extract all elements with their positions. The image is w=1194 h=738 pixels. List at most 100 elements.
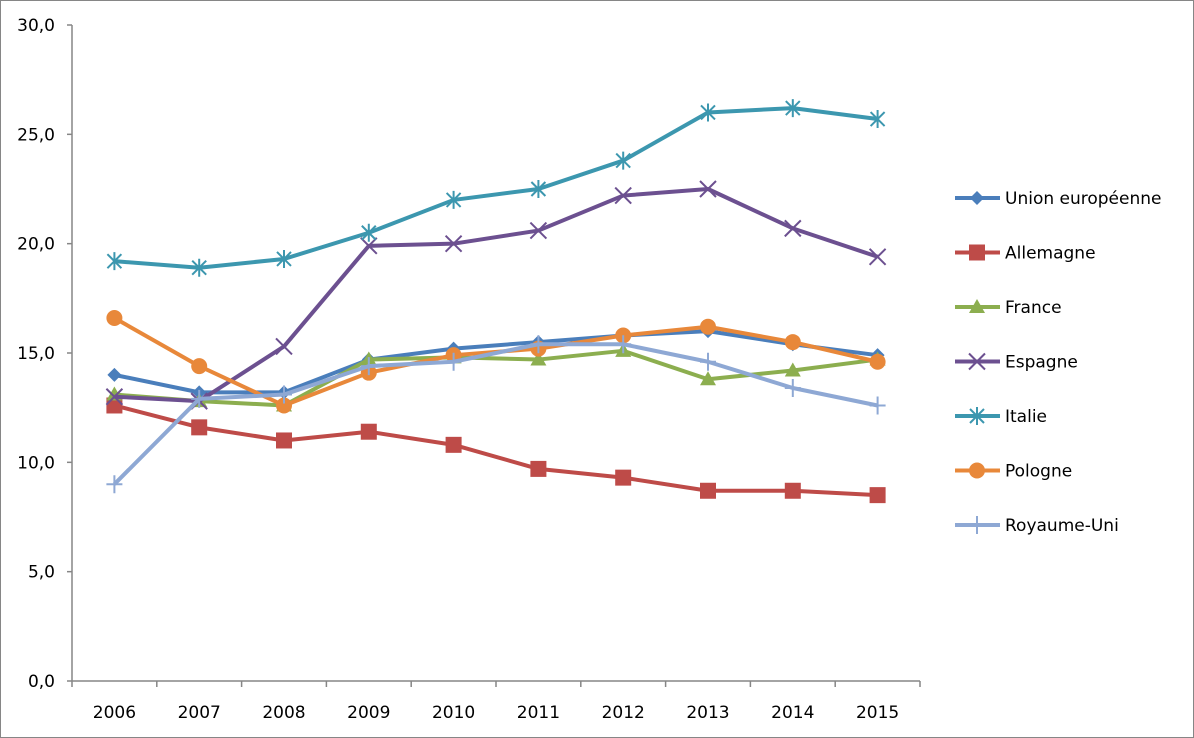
data-point [615,335,632,354]
legend-item: Allemagne [955,244,1096,264]
data-point [869,396,886,415]
y-tick-label: 5,0 [28,563,55,583]
data-point [615,151,631,170]
data-point [869,110,886,129]
series-allemagne [106,397,886,504]
data-point [360,237,378,255]
data-point [699,180,717,198]
series-union-europ-enne [107,324,885,400]
data-point [700,482,716,499]
series-espagne [105,180,887,410]
y-tick-label: 10,0 [17,453,55,473]
data-point [276,249,292,268]
legend-label: Union européenne [1005,189,1162,209]
data-point [445,352,462,371]
legend-item: Italie [955,407,1047,427]
x-tick-label: 2010 [432,703,475,723]
data-point [276,397,292,414]
data-point [191,358,208,375]
legend-marker-icon [968,352,986,371]
data-point [784,378,801,397]
data-point [106,475,123,494]
data-point [191,258,207,277]
data-point [276,432,292,449]
data-point [700,371,716,386]
legend-marker-icon [969,462,985,479]
data-point [700,352,716,371]
data-point [191,419,208,436]
data-point [360,357,377,376]
x-tick-label: 2013 [686,703,729,723]
data-point [530,180,547,198]
x-tick-label: 2014 [771,703,814,723]
data-point [530,351,547,366]
series-line [112,342,879,486]
legend-label: Italie [1005,407,1047,427]
x-tick-label: 2015 [856,703,899,723]
series-italie [106,99,886,277]
data-point [106,252,123,271]
data-point [444,234,463,253]
y-axis-ticks: 0,0 5,0 10,0 15,0 20,0 25,0 30,0 [17,16,72,692]
series-royaume-uni [106,335,886,494]
legend-marker-icon [969,244,985,261]
legend-label: Pologne [1005,462,1072,482]
data-point [700,318,716,335]
x-tick-label: 2007 [178,703,221,723]
data-point [869,487,886,504]
y-tick-label: 15,0 [17,344,55,364]
series-line [114,106,878,270]
series-group [105,99,887,504]
data-point [530,460,547,477]
data-point [700,103,716,122]
x-tick-label: 2006 [93,703,136,723]
data-point [361,223,377,242]
series-line [114,187,879,404]
legend-marker-icon [969,516,985,534]
data-point [784,219,802,238]
x-tick-label: 2011 [517,703,560,723]
x-tick-label: 2012 [602,703,645,723]
data-point [530,335,547,354]
legend: Union européenne Allemagne France Espagne It… [955,189,1162,536]
legend-item: Pologne [955,462,1072,482]
data-point [869,353,886,370]
x-tick-label: 2009 [347,703,390,723]
legend-marker-icon [969,407,985,425]
y-tick-label: 25,0 [17,125,55,145]
legend-marker-icon [970,191,984,205]
data-point [191,389,208,408]
data-point [107,367,122,382]
data-point [445,190,462,209]
legend-marker-icon [969,299,985,313]
data-point [529,221,548,240]
data-point [275,337,293,356]
y-tick-label: 0,0 [28,672,55,692]
data-point [360,423,377,440]
x-axis-ticks: 2006 2007 2008 2009 2010 2011 2012 2013 2014 2015 [71,681,921,723]
data-point [614,186,632,205]
x-tick-label: 2008 [262,703,305,723]
data-point [445,436,462,453]
data-point [784,362,801,377]
data-point [784,482,801,499]
series-line [113,329,878,395]
data-point [276,385,292,404]
data-point [785,99,801,118]
y-tick-label: 20,0 [17,235,55,255]
data-point [105,388,124,406]
legend-label: Espagne [1005,353,1078,373]
data-point [784,334,801,351]
data-point [868,248,887,266]
series-line [113,403,878,498]
legend-label: Royaume-Uni [1005,516,1119,536]
legend-label: France [1005,298,1062,318]
legend-item: Royaume-Uni [955,516,1119,536]
legend-item: France [955,298,1062,318]
legend-item: Union européenne [955,189,1162,209]
legend-label: Allemagne [1005,244,1096,264]
legend-item: Espagne [955,353,1078,373]
y-tick-label: 30,0 [17,16,55,36]
data-point [615,469,632,486]
